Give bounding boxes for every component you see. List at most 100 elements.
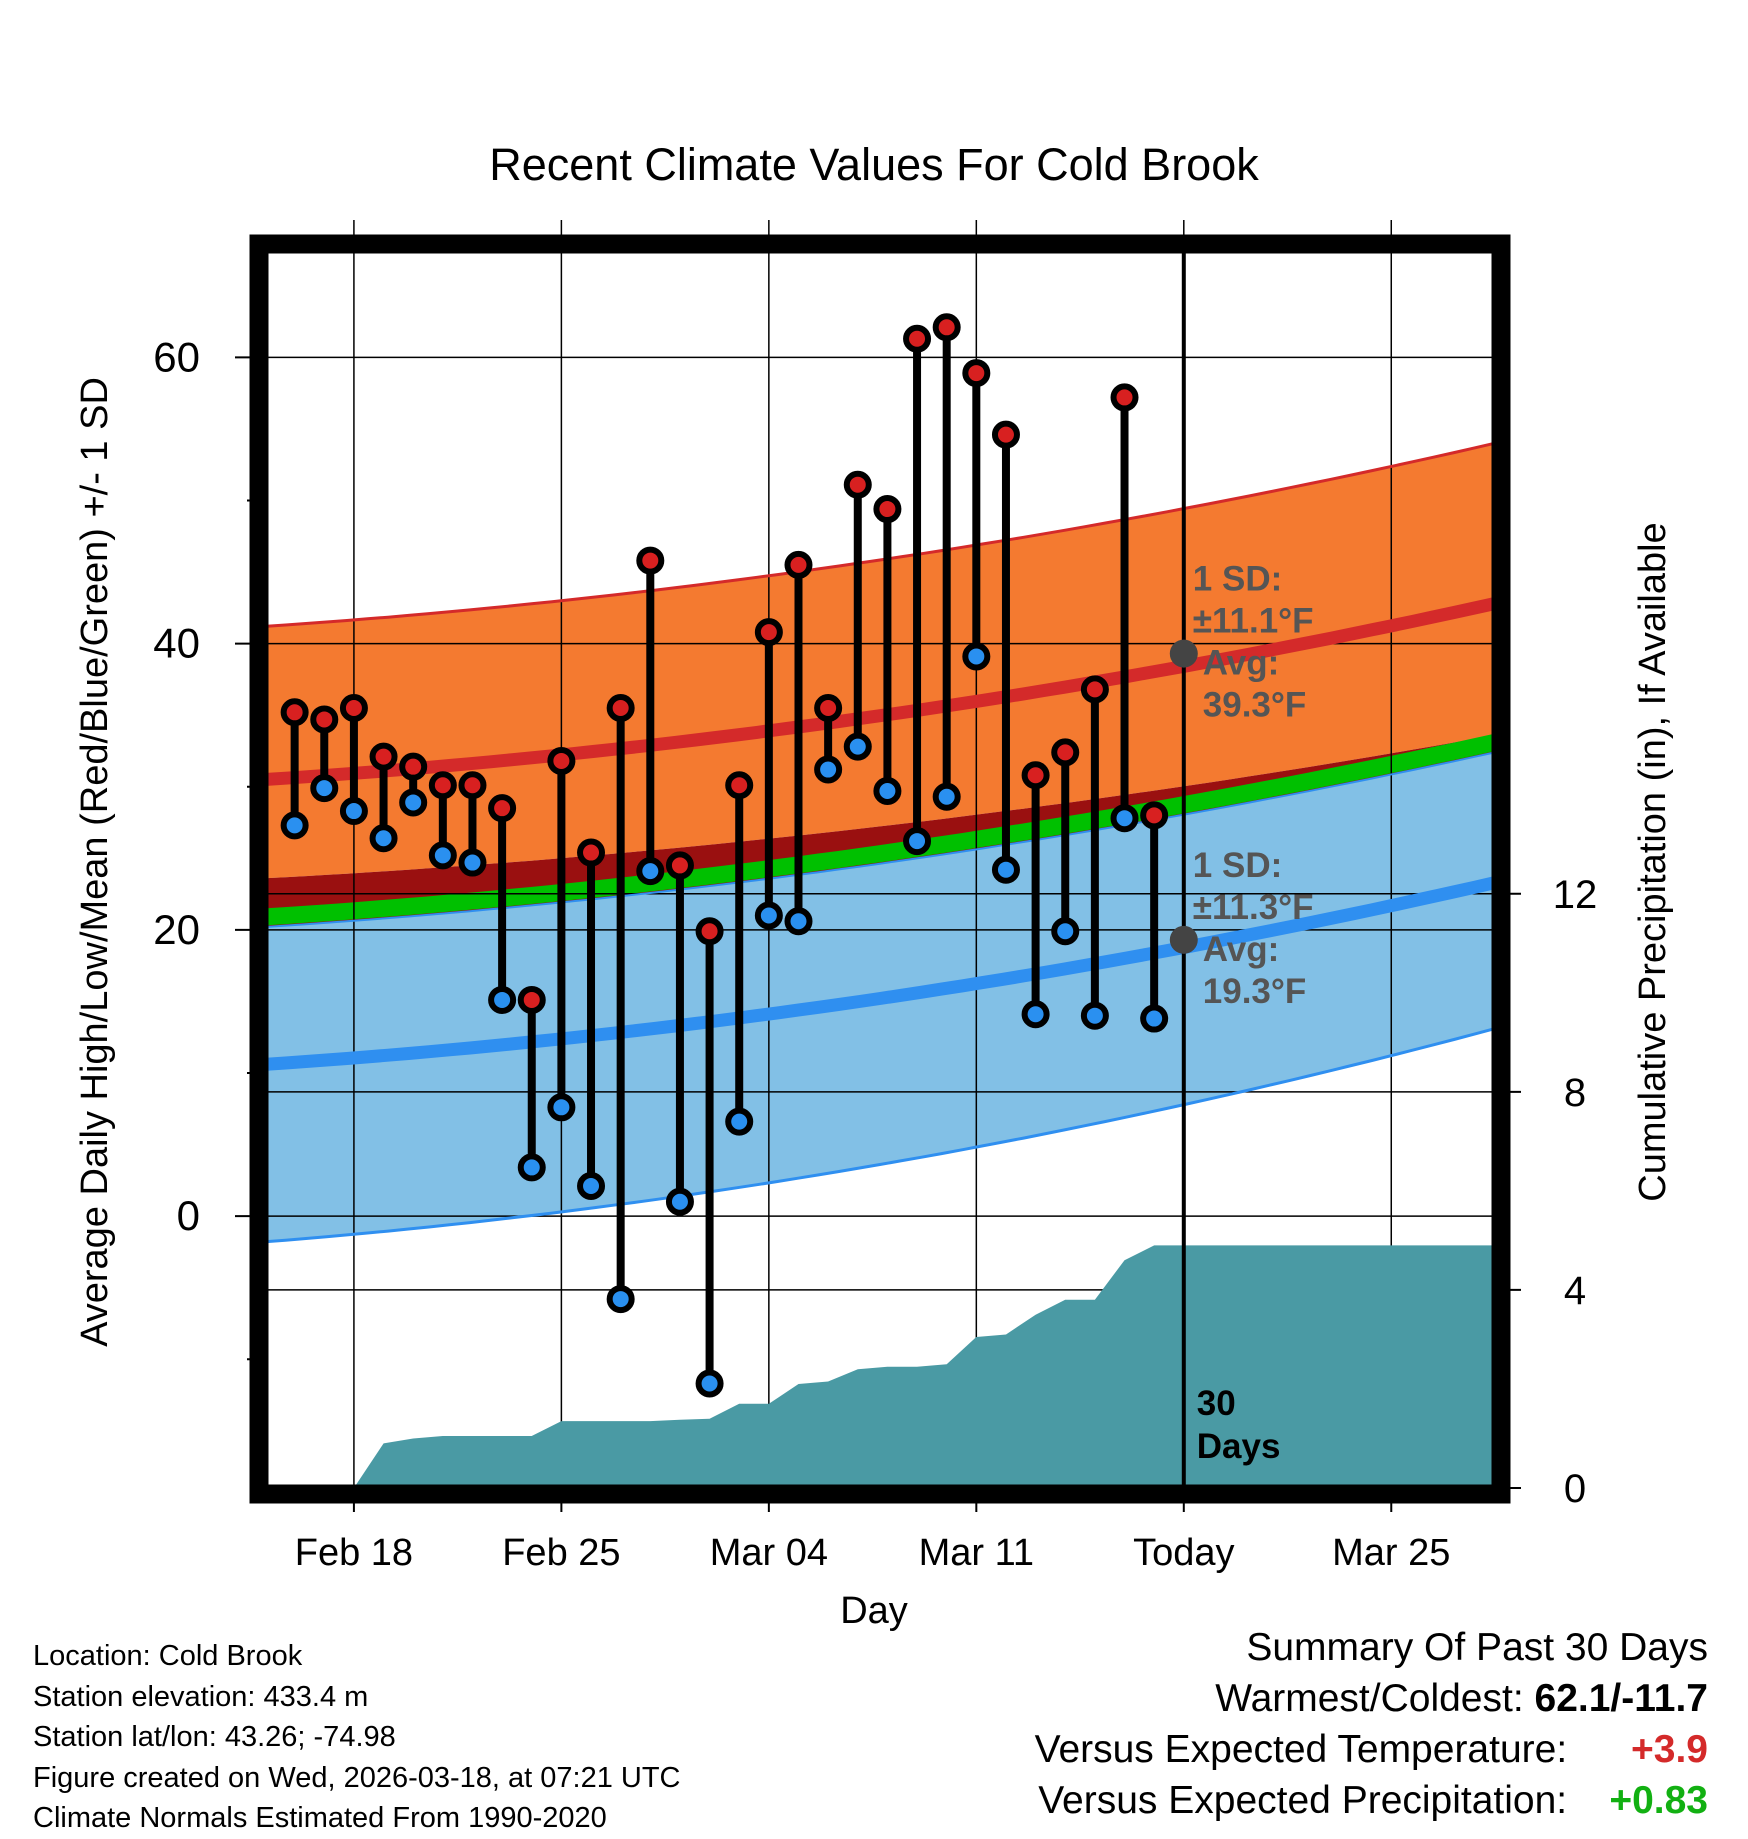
x-tick-label: Mar 25 bbox=[1332, 1532, 1450, 1574]
latlon-text: Station lat/lon: 43.26; -74.98 bbox=[33, 1721, 396, 1753]
high-point bbox=[962, 359, 991, 388]
precip-delta-value: +0.83 bbox=[1609, 1779, 1708, 1822]
low-sd-lower-line bbox=[264, 1027, 1496, 1244]
elevation-text: Station elevation: 433.4 m bbox=[33, 1680, 369, 1713]
y-tick-label: 20 bbox=[153, 906, 200, 953]
low-point bbox=[754, 901, 783, 930]
low-point bbox=[339, 797, 368, 826]
high-point bbox=[280, 698, 309, 727]
low-point bbox=[606, 1285, 635, 1314]
y-tick-label: 0 bbox=[177, 1192, 200, 1239]
high-point bbox=[1080, 675, 1109, 704]
high-point bbox=[428, 771, 457, 800]
low-avg-marker bbox=[1169, 925, 1198, 954]
high-point bbox=[310, 705, 339, 734]
x-tick-label: Feb 18 bbox=[295, 1532, 413, 1574]
high-point bbox=[458, 771, 487, 800]
high-avg-value: 39.3°F bbox=[1203, 686, 1307, 725]
y-tick-label: 40 bbox=[153, 620, 200, 667]
low-avg-value: 19.3°F bbox=[1203, 972, 1307, 1011]
warmest-coldest-label: Warmest/Coldest: bbox=[1215, 1677, 1524, 1720]
overlap-band bbox=[265, 735, 1495, 927]
low-point bbox=[665, 1187, 694, 1216]
high-point bbox=[695, 917, 724, 946]
y-tick-label-right: 0 bbox=[1564, 1467, 1586, 1511]
low-point bbox=[873, 776, 902, 805]
days-word-label: Days bbox=[1197, 1427, 1281, 1466]
low-point bbox=[577, 1172, 606, 1201]
low-point bbox=[636, 857, 665, 886]
low-sd-label: 1 SD: bbox=[1193, 846, 1282, 885]
low-point bbox=[725, 1107, 754, 1136]
high-avg-label: Avg: bbox=[1203, 644, 1279, 683]
high-point bbox=[636, 546, 665, 575]
low-point bbox=[903, 827, 932, 856]
high-point bbox=[488, 794, 517, 823]
high-point bbox=[517, 985, 546, 1014]
low-point bbox=[962, 642, 991, 671]
y-tick-label-right: 8 bbox=[1564, 1071, 1586, 1115]
x-tick-label: Mar 04 bbox=[710, 1532, 828, 1574]
high-sd-value: ±11.1°F bbox=[1193, 602, 1314, 641]
y-tick-label-right: 4 bbox=[1564, 1269, 1586, 1313]
low-point bbox=[814, 755, 843, 784]
high-point bbox=[1110, 383, 1139, 412]
low-point bbox=[310, 774, 339, 803]
high-point bbox=[665, 851, 694, 880]
low-point bbox=[488, 985, 517, 1014]
high-normal-line bbox=[264, 597, 1497, 786]
y-axis-label-right: Cumulative Precipitation (in), If Availa… bbox=[1632, 522, 1674, 1201]
plot-frame bbox=[249, 234, 1511, 1504]
normal-bands bbox=[264, 443, 1497, 1242]
high-point bbox=[725, 771, 754, 800]
station-info: Location: Cold Brook Station elevation: … bbox=[33, 1636, 681, 1839]
low-point bbox=[458, 848, 487, 877]
y-axis-label: Average Daily High/Low/Mean (Red/Blue/Gr… bbox=[74, 377, 116, 1347]
high-point bbox=[932, 313, 961, 342]
high-point bbox=[339, 693, 368, 722]
precip-area bbox=[265, 1245, 1495, 1488]
low-avg-label: Avg: bbox=[1203, 930, 1279, 969]
precip-delta-label: Versus Expected Precipitation: bbox=[1038, 1779, 1568, 1822]
x-axis-label: Day bbox=[840, 1590, 908, 1632]
low-point bbox=[1140, 1004, 1169, 1033]
low-point bbox=[695, 1369, 724, 1398]
high-point bbox=[843, 470, 872, 499]
temp-delta-row: Versus Expected Temperature: +3.9 bbox=[1035, 1724, 1708, 1775]
y-tick-label-right: 12 bbox=[1553, 873, 1598, 917]
low-sd-upper-line bbox=[264, 751, 1496, 928]
low-point bbox=[1021, 1000, 1050, 1029]
summary-title: Summary Of Past 30 Days bbox=[1246, 1626, 1708, 1669]
high-point bbox=[577, 838, 606, 867]
high-point bbox=[399, 752, 428, 781]
location-text: Location: Cold Brook bbox=[33, 1640, 303, 1672]
y-tick-label: 60 bbox=[153, 333, 200, 380]
warmest-coldest-row: Warmest/Coldest: 62.1/-11.7 bbox=[1035, 1673, 1708, 1724]
low-point bbox=[399, 788, 428, 817]
high-sd-label: 1 SD: bbox=[1193, 560, 1282, 599]
low-point bbox=[517, 1153, 546, 1182]
low-point bbox=[843, 732, 872, 761]
high-point bbox=[369, 742, 398, 771]
precipitation-area bbox=[265, 1245, 1495, 1488]
high-avg-marker bbox=[1169, 639, 1198, 668]
precip-delta-row: Versus Expected Precipitation: +0.83 bbox=[1035, 1775, 1708, 1826]
low-sd-value: ±11.3°F bbox=[1193, 888, 1314, 927]
observations bbox=[280, 313, 1169, 1398]
summary-panel: Summary Of Past 30 Days Warmest/Coldest:… bbox=[1035, 1622, 1708, 1826]
high-point bbox=[873, 495, 902, 524]
high-sd-upper-line bbox=[264, 441, 1496, 628]
low-point bbox=[428, 841, 457, 870]
low-point bbox=[547, 1093, 576, 1122]
high-point bbox=[754, 618, 783, 647]
high-point bbox=[1140, 801, 1169, 830]
high-point bbox=[547, 746, 576, 775]
high-point bbox=[814, 693, 843, 722]
low-point bbox=[784, 907, 813, 936]
high-point bbox=[991, 420, 1020, 449]
days-count-label: 30 bbox=[1197, 1384, 1236, 1423]
low-point bbox=[932, 782, 961, 811]
created-text: Figure created on Wed, 2026-03-18, at 07… bbox=[33, 1761, 681, 1794]
low-normal-line bbox=[264, 876, 1497, 1071]
